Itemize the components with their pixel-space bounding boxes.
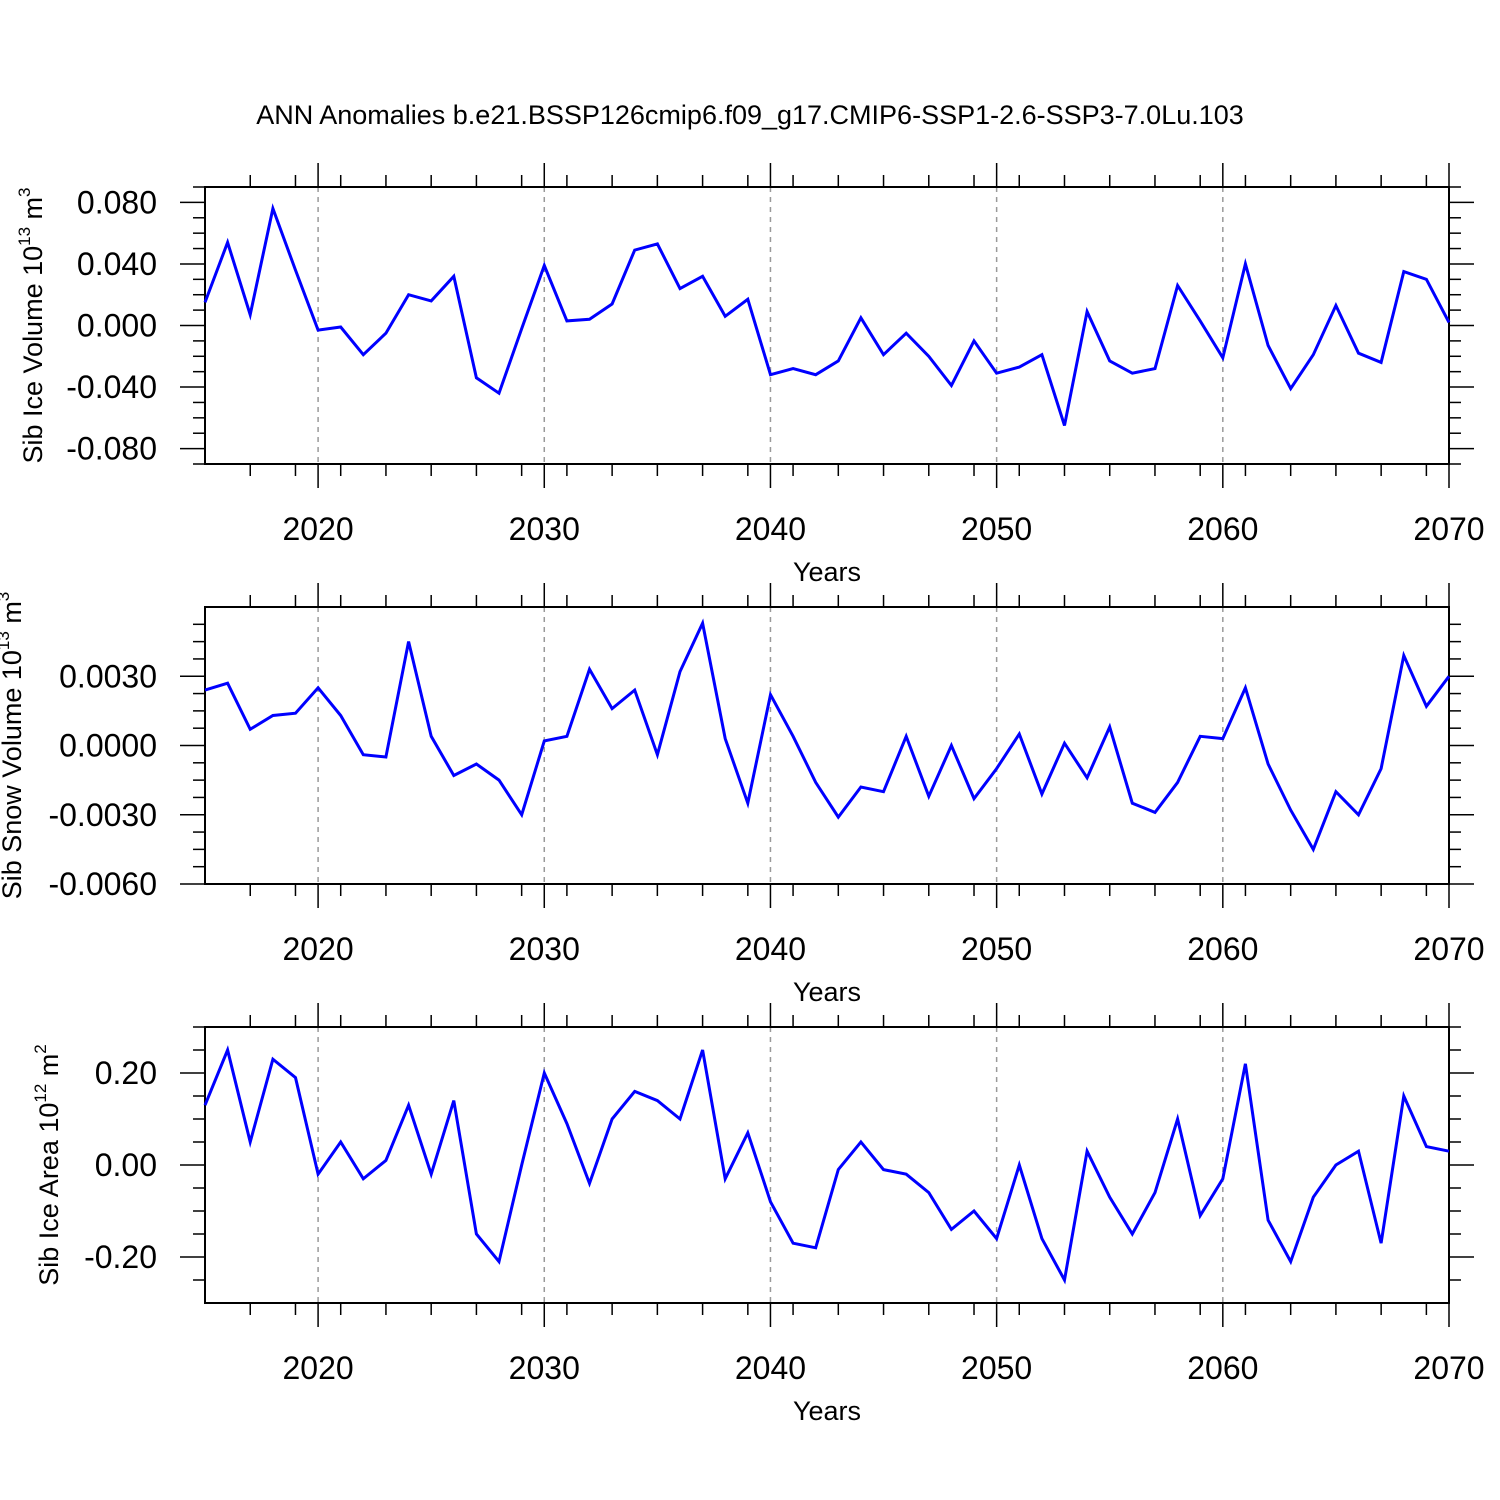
y-axis-label-text: m [18,197,48,227]
y-tick-label: 0.080 [77,184,157,220]
y-axis-label-exponent: 13 [15,227,34,246]
y-axis-label-exponent: 12 [31,1084,50,1103]
x-tick-label: 2040 [735,931,806,967]
y-tick-label: 0.0030 [59,658,157,694]
panel-2: 2020 2030 2040 2050 2060 2070 Years 0.0030 0.000… [0,583,1485,1007]
y-tick-label: 0.040 [77,246,157,282]
x-tick-label: 2060 [1187,511,1258,547]
y-tick-label: 0.0000 [59,728,157,764]
y-axis-label-text: Sib Snow Volume 10 [0,650,27,899]
x-tick-label: 2020 [282,511,353,547]
y-axis-label-exponent: 13 [0,631,13,650]
x-axis-label: Years [793,1396,861,1426]
x-tick-label: 2050 [961,1350,1032,1386]
x-tick-label: 2030 [509,931,580,967]
y-tick-label: -0.080 [66,431,157,467]
x-axis-label: Years [793,557,861,587]
x-tick-label: 2040 [735,511,806,547]
y-axis-label: Sib Ice Area 1012 m2 [31,1044,64,1286]
panels: 2020 2030 2040 2050 2060 2070 Years 0.080 0.040 0… [0,163,1485,1426]
y-tick-label: -0.0060 [48,866,157,902]
y-axis-label-text: Sib Ice Area 10 [34,1103,64,1286]
x-tick-label: 2020 [282,1350,353,1386]
x-tick-label: 2030 [509,511,580,547]
y-axis-label-text: m [0,601,27,631]
y-tick-label: -0.20 [84,1239,157,1275]
y-axis-label-text: Sib Ice Volume 10 [18,246,48,464]
y-axis-label-exponent: 3 [0,592,13,601]
series-line [203,203,1451,426]
y-axis-label-text: m [34,1054,64,1084]
y-axis-label-exponent: 3 [15,187,34,196]
y-tick-label: 0.000 [77,308,157,344]
x-tick-label: 2040 [735,1350,806,1386]
x-tick-label: 2070 [1413,511,1484,547]
panel-3: 2020 2030 2040 2050 2060 2070 Years 0.20 0.00 -0.… [31,1003,1485,1426]
y-tick-label: 0.20 [95,1055,157,1091]
x-tick-label: 2060 [1187,931,1258,967]
x-tick-label: 2050 [961,511,1032,547]
x-tick-label: 2050 [961,931,1032,967]
plot-frame [204,1026,1450,1304]
x-tick-label: 2070 [1413,1350,1484,1386]
panel-1: 2020 2030 2040 2050 2060 2070 Years 0.080 0.040 0… [15,163,1485,587]
y-axis-label: Sib Snow Volume 1013 m3 [0,592,27,900]
y-tick-label: 0.00 [95,1147,157,1183]
x-tick-label: 2070 [1413,931,1484,967]
x-tick-label: 2030 [509,1350,580,1386]
y-tick-label: -0.040 [66,369,157,405]
y-axis-label-exponent: 2 [31,1044,50,1053]
series-line [203,1045,1450,1285]
chart-title: ANN Anomalies b.e21.BSSP126cmip6.f09_g17… [256,100,1244,130]
x-axis-label: Years [793,977,861,1007]
x-tick-label: 2060 [1187,1350,1258,1386]
y-axis-label: Sib Ice Volume 1013 m3 [15,187,48,463]
x-tick-label: 2020 [282,931,353,967]
series-line [204,618,1451,853]
y-tick-label: -0.0030 [48,797,157,833]
